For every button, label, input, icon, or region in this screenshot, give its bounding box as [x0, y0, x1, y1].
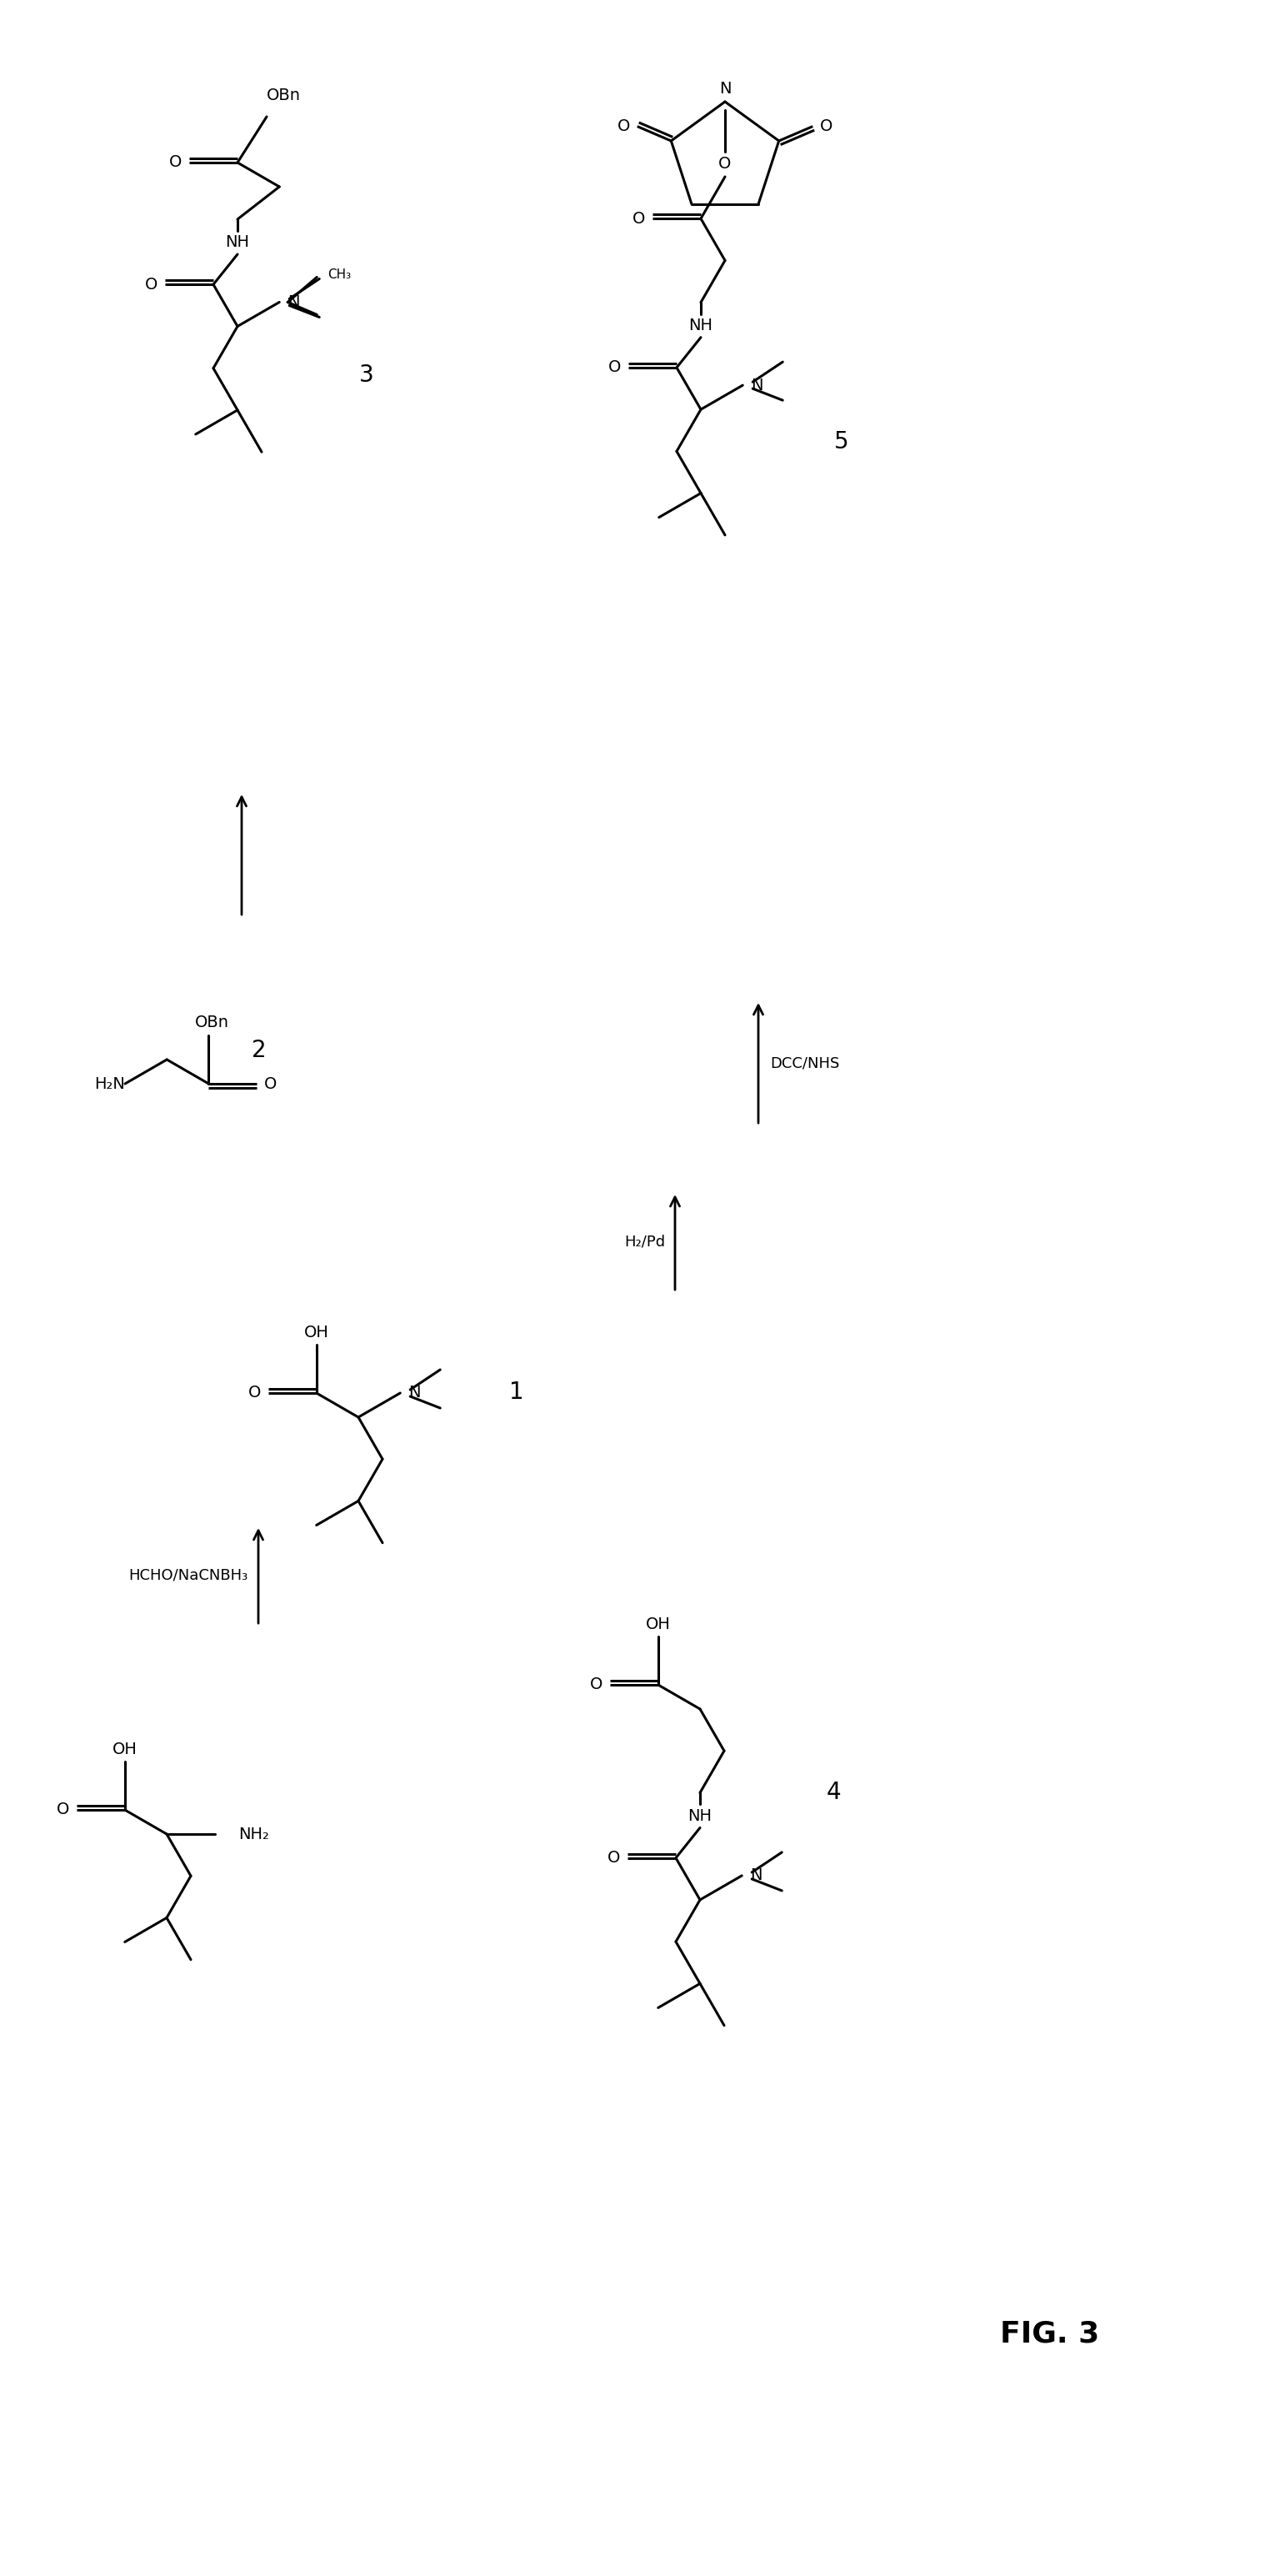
Text: NH: NH: [689, 317, 713, 335]
Text: O: O: [145, 276, 157, 294]
Text: CH₃: CH₃: [328, 268, 351, 281]
Text: OBn: OBn: [266, 88, 301, 103]
Text: N: N: [750, 1868, 763, 1883]
Text: DCC/NHS: DCC/NHS: [771, 1056, 840, 1072]
Text: HCHO/NaCNBH₃: HCHO/NaCNBH₃: [129, 1569, 248, 1584]
Text: OH: OH: [305, 1324, 329, 1342]
Text: O: O: [718, 157, 731, 173]
Text: 5: 5: [835, 430, 849, 453]
Text: N: N: [288, 294, 300, 309]
Text: OH: OH: [645, 1618, 671, 1633]
Text: 1: 1: [509, 1381, 524, 1404]
Text: 3: 3: [360, 363, 374, 386]
Text: H₂/Pd: H₂/Pd: [625, 1234, 666, 1249]
Text: NH: NH: [225, 234, 250, 250]
Text: O: O: [264, 1077, 276, 1092]
Text: N: N: [719, 80, 731, 95]
Text: OH: OH: [113, 1741, 137, 1757]
Text: O: O: [169, 155, 182, 170]
Text: NH: NH: [687, 1808, 712, 1824]
Text: FIG. 3: FIG. 3: [1000, 2321, 1100, 2349]
Text: O: O: [608, 361, 621, 376]
Text: O: O: [608, 1850, 621, 1865]
Text: 4: 4: [826, 1780, 841, 1803]
Text: N: N: [751, 376, 763, 394]
Text: OBn: OBn: [195, 1015, 229, 1030]
Text: N: N: [408, 1386, 421, 1401]
Text: O: O: [248, 1386, 261, 1401]
Text: O: O: [56, 1803, 69, 1819]
Text: O: O: [632, 211, 645, 227]
Text: H₂N: H₂N: [95, 1077, 125, 1092]
Text: O: O: [819, 118, 832, 134]
Text: NH₂: NH₂: [238, 1826, 269, 1842]
Text: O: O: [590, 1677, 603, 1692]
Text: O: O: [617, 118, 630, 134]
Text: 2: 2: [251, 1038, 266, 1061]
